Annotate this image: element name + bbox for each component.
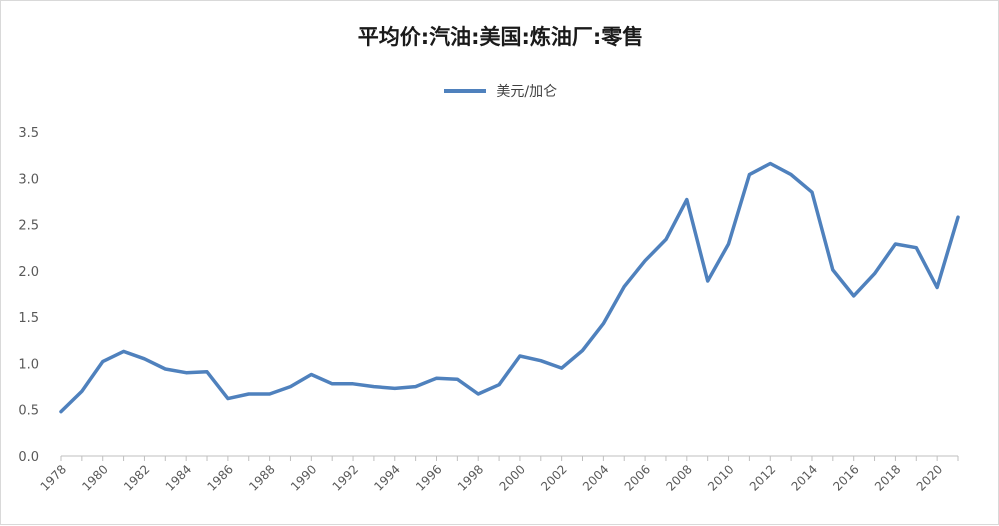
chart-title: 平均价:汽油:美国:炼油厂:零售: [357, 25, 644, 49]
legend-label: 美元/加仑: [496, 84, 558, 100]
y-tick-label: 3.5: [18, 126, 39, 141]
y-tick-label: 0.5: [18, 404, 39, 419]
legend-swatch: [443, 89, 486, 93]
y-tick-label: 1.5: [18, 311, 39, 326]
x-tick-label: 1980: [79, 462, 110, 493]
series-line: [59, 161, 960, 414]
y-tick-label: 1.0: [18, 357, 39, 372]
x-tick-label: 2014: [789, 462, 820, 493]
x-tick-label: 1998: [455, 462, 486, 493]
y-tick-label: 3.0: [18, 172, 39, 187]
x-tick-label: 2000: [497, 462, 528, 493]
x-tick-label: 2006: [622, 462, 653, 493]
x-tick-label: 1986: [205, 462, 236, 493]
y-tick-label: 2.0: [18, 265, 39, 280]
x-tick-label: 2002: [538, 462, 569, 493]
x-tick-label: 2010: [705, 462, 736, 493]
x-tick-label: 1984: [163, 462, 194, 493]
x-tick-label: 1994: [371, 462, 402, 493]
x-tick-label: 1988: [246, 462, 277, 493]
legend: 美元/加仑: [1, 81, 999, 101]
x-tick-label: 1990: [288, 462, 319, 493]
x-tick-label: 2004: [580, 462, 611, 493]
y-tick-label: 2.5: [18, 219, 39, 234]
x-tick-label: 2012: [747, 462, 778, 493]
x-tick-label: 2018: [872, 462, 903, 493]
x-tick-label: 1992: [330, 462, 361, 493]
y-tick-label: 0.0: [18, 450, 39, 465]
x-tick-label: 1996: [413, 462, 444, 493]
x-tick-label: 2016: [830, 462, 861, 493]
x-tick-label: 2020: [914, 462, 945, 493]
x-tick-label: 1978: [38, 462, 69, 493]
x-tick-label: 1982: [121, 462, 152, 493]
x-tick-label: 2008: [663, 462, 694, 493]
